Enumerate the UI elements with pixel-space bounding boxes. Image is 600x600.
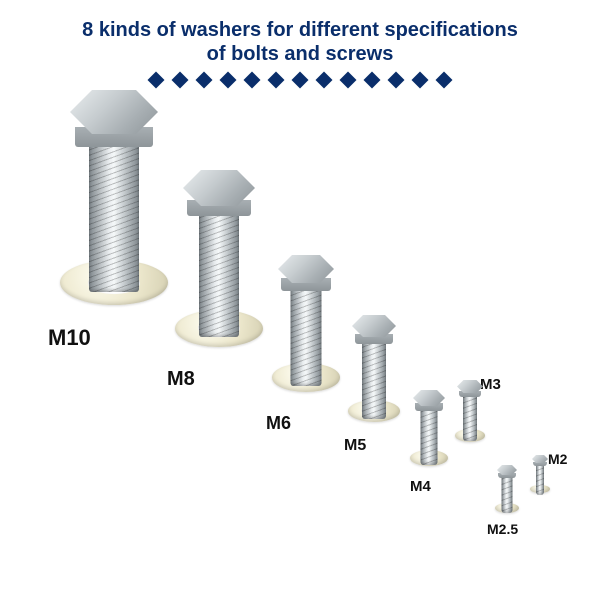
bolt-item: M8 — [175, 170, 263, 398]
bolt-shaft — [362, 341, 386, 419]
bolt-shaft — [291, 288, 322, 386]
bolt-head-icon — [278, 255, 334, 291]
size-label: M4 — [410, 478, 431, 495]
size-label: M2 — [548, 451, 567, 467]
size-label: M3 — [480, 376, 501, 393]
bolt-item: M5 — [348, 315, 400, 452]
bolt-graphic — [495, 465, 519, 527]
bolt-shaft — [502, 477, 513, 513]
bolt-shaft — [89, 142, 139, 292]
bolt-shaft — [421, 409, 438, 465]
bolt-graphic — [530, 455, 550, 505]
bolt-graphic — [175, 170, 263, 398]
bolt-graphic — [410, 390, 448, 488]
bolt-item: M6 — [272, 255, 340, 431]
bolt-head-icon — [532, 455, 548, 466]
bolt-head-icon — [413, 390, 445, 411]
bolt-head-icon — [70, 90, 158, 147]
size-label: M10 — [48, 325, 91, 351]
bolt-graphic — [348, 315, 400, 452]
bolt-lineup: M10M8M6M5M4M3M2.5M2 — [0, 0, 600, 600]
bolt-item: M2 — [530, 455, 550, 505]
bolt-head-icon — [497, 465, 517, 478]
bolt-shaft — [463, 395, 477, 441]
size-label: M6 — [266, 413, 291, 434]
bolt-graphic — [455, 380, 485, 459]
bolt-graphic — [272, 255, 340, 431]
bolt-item: M10 — [60, 90, 168, 368]
bolt-shaft — [199, 212, 239, 337]
bolt-head-icon — [457, 380, 483, 397]
size-label: M5 — [344, 437, 366, 455]
bolt-shaft — [536, 465, 544, 495]
bolt-head-icon — [352, 315, 396, 344]
size-label: M8 — [167, 368, 195, 391]
bolt-item: M4 — [410, 390, 448, 488]
bolt-item: M2.5 — [495, 465, 519, 527]
bolt-item: M3 — [455, 380, 485, 459]
size-label: M2.5 — [487, 521, 518, 537]
bolt-head-icon — [183, 170, 255, 216]
